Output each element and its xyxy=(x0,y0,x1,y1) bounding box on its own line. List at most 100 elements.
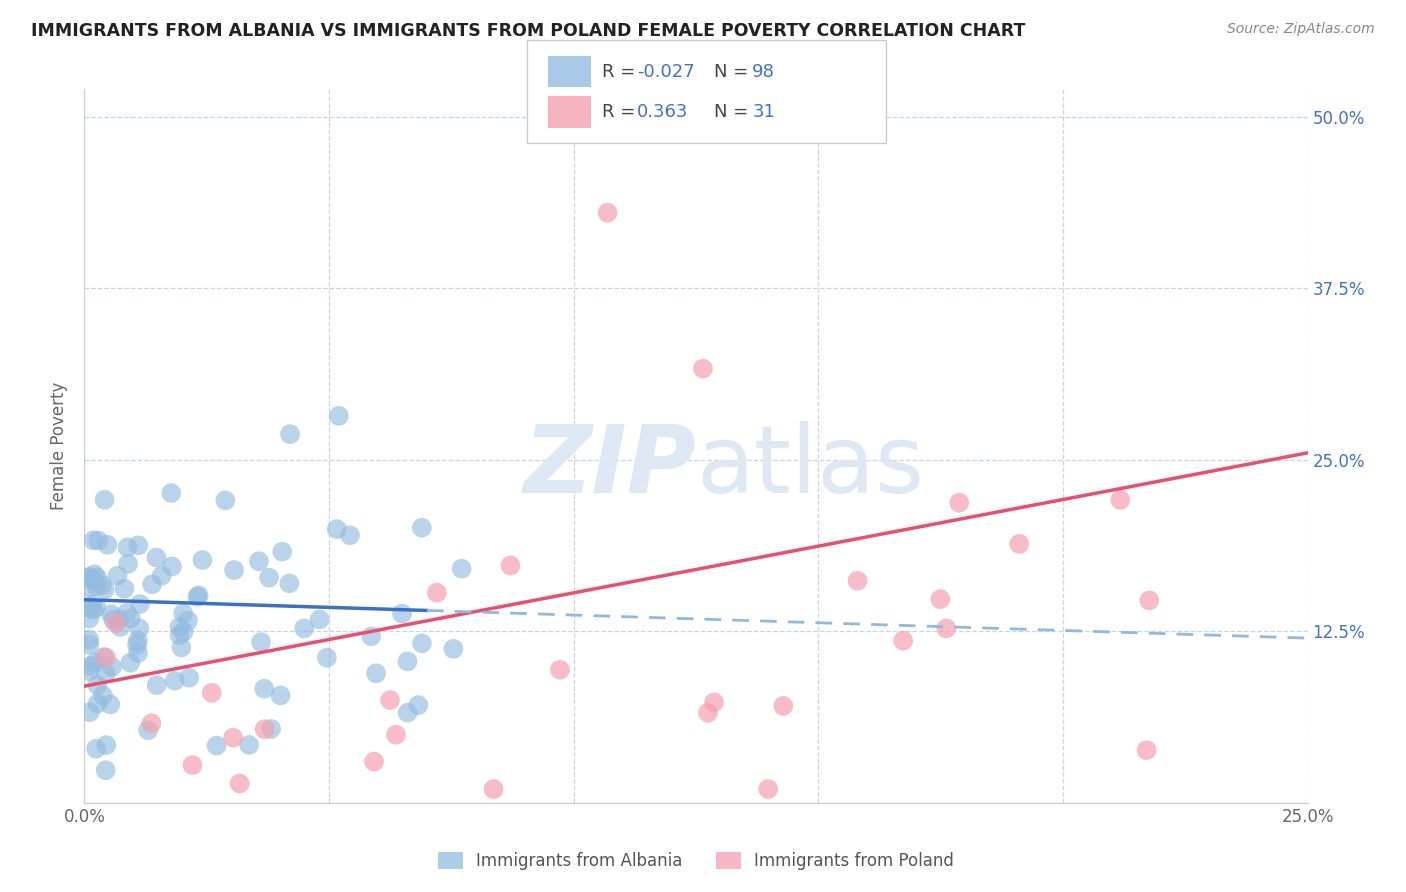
Point xyxy=(93,582,115,597)
Point xyxy=(170,640,193,655)
Point xyxy=(87,533,110,548)
Point xyxy=(700,110,723,124)
Point xyxy=(278,576,301,591)
Text: N =: N = xyxy=(714,63,754,81)
Point xyxy=(120,656,142,670)
Text: 98: 98 xyxy=(752,63,775,81)
Point xyxy=(187,588,209,602)
Point xyxy=(82,533,104,548)
Point xyxy=(141,577,163,591)
Point xyxy=(260,722,283,736)
Point xyxy=(253,722,276,736)
Point xyxy=(499,558,522,573)
Point xyxy=(222,563,245,577)
Point xyxy=(1008,537,1031,551)
Point xyxy=(846,574,869,588)
Point xyxy=(86,600,108,615)
Point xyxy=(117,541,139,555)
Point xyxy=(93,492,115,507)
Point xyxy=(91,689,114,703)
Point xyxy=(948,496,970,510)
Point xyxy=(360,629,382,643)
Point xyxy=(117,557,139,571)
Point xyxy=(108,620,131,634)
Point xyxy=(391,607,413,621)
Point xyxy=(77,581,100,595)
Text: atlas: atlas xyxy=(696,421,924,514)
Point xyxy=(408,698,430,713)
Point xyxy=(82,603,104,617)
Point xyxy=(548,663,571,677)
Point xyxy=(186,590,208,604)
Point xyxy=(86,697,108,711)
Text: Source: ZipAtlas.com: Source: ZipAtlas.com xyxy=(1227,22,1375,37)
Point xyxy=(385,728,408,742)
Point xyxy=(101,660,124,674)
Point xyxy=(315,650,337,665)
Point xyxy=(292,622,315,636)
Point xyxy=(145,550,167,565)
Point xyxy=(127,538,149,552)
Point xyxy=(77,611,100,625)
Point xyxy=(411,636,433,650)
Text: ZIP: ZIP xyxy=(523,421,696,514)
Point xyxy=(94,666,117,681)
Point xyxy=(308,613,330,627)
Point xyxy=(326,522,349,536)
Point xyxy=(128,621,150,635)
Point xyxy=(328,409,350,423)
Point xyxy=(169,620,191,634)
Text: R =: R = xyxy=(602,103,647,121)
Point xyxy=(77,570,100,584)
Point xyxy=(238,738,260,752)
Point xyxy=(160,486,183,500)
Point xyxy=(929,592,952,607)
Point xyxy=(935,621,957,635)
Point xyxy=(86,678,108,692)
Point xyxy=(201,686,224,700)
Point xyxy=(396,655,419,669)
Point xyxy=(257,571,280,585)
Text: N =: N = xyxy=(714,103,754,121)
Point xyxy=(1137,593,1160,607)
Point xyxy=(93,650,115,665)
Point xyxy=(271,544,294,558)
Point xyxy=(125,638,148,652)
Point xyxy=(270,689,292,703)
Point xyxy=(114,582,136,596)
Point xyxy=(482,782,505,797)
Point xyxy=(104,616,127,631)
Point xyxy=(228,776,250,790)
Point xyxy=(169,628,191,642)
Point xyxy=(181,758,204,772)
Point xyxy=(179,671,201,685)
Y-axis label: Female Poverty: Female Poverty xyxy=(51,382,69,510)
Point xyxy=(84,655,107,669)
Point xyxy=(1136,743,1159,757)
Point xyxy=(697,706,720,720)
Point xyxy=(129,597,152,611)
Point xyxy=(94,763,117,777)
Point xyxy=(77,600,100,615)
Point xyxy=(98,698,121,712)
Point xyxy=(177,614,200,628)
Point xyxy=(214,493,236,508)
Point xyxy=(250,635,273,649)
Point xyxy=(1109,492,1132,507)
Point xyxy=(83,573,105,587)
Point xyxy=(205,739,228,753)
Point xyxy=(96,538,118,552)
Point xyxy=(163,673,186,688)
Point xyxy=(191,553,214,567)
Point xyxy=(222,731,245,745)
Point xyxy=(94,650,117,665)
Point xyxy=(103,613,125,627)
Point xyxy=(141,716,163,731)
Text: R =: R = xyxy=(602,63,641,81)
Point xyxy=(339,528,361,542)
Point xyxy=(396,706,419,720)
Point xyxy=(411,521,433,535)
Legend: Immigrants from Albania, Immigrants from Poland: Immigrants from Albania, Immigrants from… xyxy=(432,845,960,877)
Point xyxy=(77,632,100,647)
Point xyxy=(107,612,129,626)
